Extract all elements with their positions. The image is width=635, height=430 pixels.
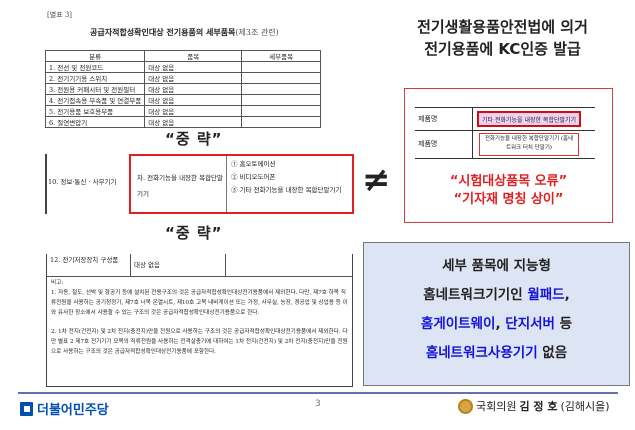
title-suffix: (제3조 관련) (235, 28, 279, 37)
cert-row: 제품명 기타 전화기능을 내장한 복합단말기기 (415, 108, 595, 131)
category-cell: 12. 전기저장장치 구성품 (47, 254, 131, 276)
footer-line (18, 392, 618, 394)
summary-line: 홈네트워크사용기기 없음 (364, 339, 629, 368)
table-cell: 2. 전기기기용 스위치 (44, 72, 146, 84)
page-number: 3 (315, 399, 321, 409)
national-assembly-seal-icon (458, 398, 473, 414)
detail-item: ② 비디오도어폰 (231, 173, 276, 181)
text: , (564, 287, 570, 303)
item-cell: 대상 없음 (131, 254, 226, 276)
member-district: (김해시을) (560, 400, 610, 413)
table-row: 6. 절연변압기 대상 없음 (44, 116, 321, 128)
not-equal-icon: ≠ (362, 160, 391, 200)
error-line: “기자재 명칭 상이” (453, 192, 564, 207)
table-cell (241, 105, 321, 117)
doc-title: 공급자적합성확인대상 전기용품의 세부품목(제3조 관련) (90, 27, 279, 38)
table-cell: 1. 전선 및 전원코드 (44, 61, 146, 73)
summary-line: 홈네트워크기기인 월패드, (364, 281, 629, 310)
highlight: 홈네트워크사용기기 (425, 345, 538, 361)
highlight: 홈게이트웨이 (420, 316, 496, 332)
highlight: 월패드 (527, 287, 565, 303)
category-cell: 10. 정보·통신 · 사무기기 (48, 178, 117, 186)
cert-label: 제품명 (415, 108, 473, 130)
summary-box: 세부 품목에 지능형 홈네트워크기기인 월패드, 홈게이트웨이, 단지서버 등 … (363, 242, 630, 386)
omitted-label: “중 략” (165, 130, 223, 148)
error-line: “시험대상품목 오류” (449, 174, 568, 189)
notes: 비고: 1. 자동, 철도, 선박 및 항공기 등에 설치된 전용구조의 것은 … (51, 278, 348, 357)
member-name-text: 김 정 호 (519, 400, 558, 413)
table-categories: 분류 품목 세부품목 1. 전선 및 전원코드 대상 없음 2. 전기기기용 스위치 대상… (44, 50, 321, 128)
member-prefix: 국회의원 (476, 400, 517, 413)
heading-line: 전기용품에 KC인증 발급 (424, 40, 581, 58)
summary-line: 세부 품목에 지능형 (442, 258, 551, 274)
table-cell: 대상 없음 (144, 61, 243, 73)
omitted-label: “중 략” (165, 224, 223, 242)
table-row: 1. 전선 및 전원코드 대상 없음 (44, 61, 321, 73)
text: 등 (554, 316, 573, 332)
table-cell: 대상 없음 (144, 72, 243, 84)
text: 홈네트워크기기인 (423, 287, 528, 303)
table-row: 3. 전원용 커패시터 및 전원필터 대상 없음 (44, 83, 321, 95)
title-text: 공급자적합성확인대상 전기용품의 세부품목 (90, 28, 236, 37)
text: 없음 (537, 345, 568, 361)
table-row: 2. 전기기기용 스위치 대상 없음 (44, 72, 321, 84)
table-cell: 대상 없음 (144, 105, 243, 117)
member-name: 국회의원 김 정 호 (김해시을) (458, 398, 610, 414)
detail-item: ③ 기타 전화기능을 내장한 복합단말기기 (231, 186, 342, 194)
party-logo: 더불어민주당 (20, 399, 109, 418)
error-text: “시험대상품목 오류” “기자재 명칭 상이” (405, 173, 612, 209)
item-cell: 차. 전화기능을 내장한 복합단말기기 (137, 174, 224, 198)
table-cell: 5. 전기용품 보호용부품 (44, 105, 146, 117)
divider (47, 276, 352, 277)
table-cell (241, 94, 321, 106)
heading-line: 전기생활용품안전법에 의거 (417, 18, 588, 36)
note-1: 1. 자동, 철도, 선박 및 항공기 등에 설치된 전용구조의 것은 공급자적… (51, 290, 348, 316)
error-box: 제품명 기타 전화기능을 내장한 복합단말기기 제품명 전화기능을 내장한 복합… (404, 88, 613, 223)
cert-row: 제품명 전화기능을 내장한 복합단말기기 (홈네트워크 터치 단말기) (415, 131, 595, 158)
col-header: 분류 (44, 50, 146, 62)
table-cell (241, 83, 321, 95)
cert-table: 제품명 기타 전화기능을 내장한 복합단말기기 제품명 전화기능을 내장한 복합… (415, 107, 595, 159)
table-cell (241, 72, 321, 84)
col-header: 품목 (144, 50, 243, 62)
table-cell: 6. 절연변압기 (44, 116, 146, 128)
divider (226, 156, 227, 212)
table-cell: 대상 없음 (144, 83, 243, 95)
table-cell: 4. 전기접속용 부속품 및 연결부품 (44, 94, 146, 106)
party-name: 더불어민주당 (37, 403, 109, 418)
table-cell (241, 61, 321, 73)
note-2: 2. 1차 전지(건전지) 및 2차 전지(충전지)만을 전원으로 사용하는 구… (51, 329, 348, 355)
details-cell: ① 홈오토메이션 ② 비디오도어폰 ③ 기타 전화기능을 내장한 복합단말기기 (231, 158, 349, 197)
detail-item: ① 홈오토메이션 (231, 160, 276, 168)
table-row: 4. 전기접속용 부속품 및 연결부품 대상 없음 (44, 94, 321, 106)
right-heading: 전기생활용품안전법에 의거 전기용품에 KC인증 발급 (385, 16, 620, 60)
highlight-box: 차. 전화기능을 내장한 복합단말기기 ① 홈오토메이션 ② 비디오도어폰 ③ … (129, 154, 354, 214)
cert-value: 전화기능을 내장한 복합단말기기 (홈네트워크 터치 단말기) (479, 133, 579, 156)
table-border (45, 154, 47, 214)
cert-label: 제품명 (415, 131, 473, 158)
table-cell: 대상 없음 (144, 94, 243, 106)
highlight: 단지서버 (505, 316, 555, 332)
annex-label: [별표 3] (47, 11, 73, 19)
text: , (495, 316, 506, 332)
notes-table: 12. 전기저장장치 구성품 대상 없음 비고: 1. 자동, 철도, 선박 및… (46, 254, 353, 387)
table-cell: 3. 전원용 커패시터 및 전원필터 (44, 83, 146, 95)
table-row: 5. 전기용품 보호용부품 대상 없음 (44, 105, 321, 117)
cert-value: 기타 전화기능을 내장한 복합단말기기 (477, 111, 582, 127)
table-cell (241, 116, 321, 128)
party-logo-icon (20, 401, 33, 416)
table-cell: 대상 없음 (144, 116, 243, 128)
summary-line: 홈게이트웨이, 단지서버 등 (364, 310, 629, 339)
notes-label: 비고: (51, 280, 64, 286)
col-header: 세부품목 (241, 50, 321, 62)
